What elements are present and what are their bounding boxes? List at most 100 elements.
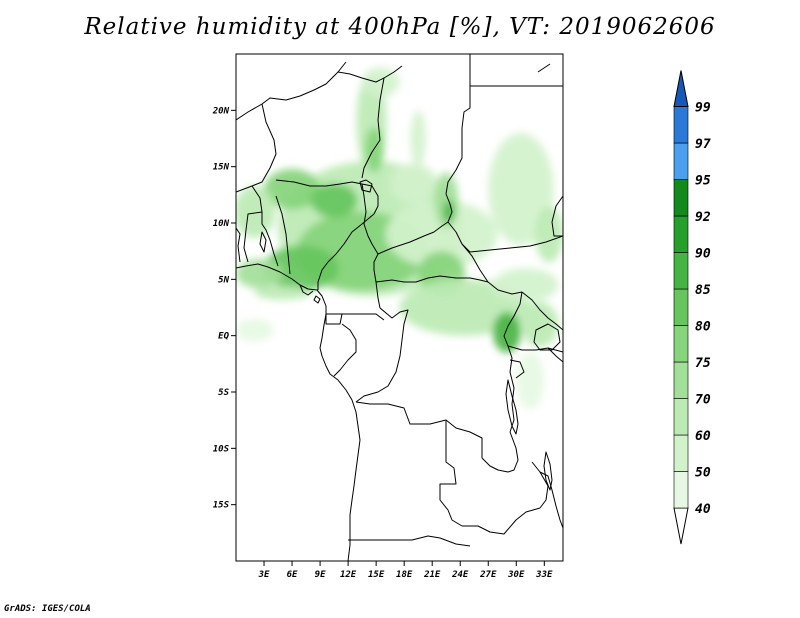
- humidity-blob: [520, 301, 559, 347]
- lake-tanganyika: [505, 379, 519, 435]
- lat-tick-label: 15S: [213, 501, 230, 511]
- lon-tick-label: 24E: [451, 570, 469, 580]
- red-sea-coast: [537, 63, 551, 73]
- country-borders: [236, 54, 563, 561]
- colorbar: 40 50 60 70 75 80 85 90 92 95 97 99: [673, 70, 711, 545]
- humidity-blob: [236, 259, 283, 289]
- border-cameroon-chad: [361, 183, 381, 309]
- colorbar-label: 85: [695, 283, 711, 298]
- coastline-niger-delta: [299, 284, 314, 296]
- lake-volta: [259, 231, 267, 253]
- border-libya-egypt: [445, 54, 471, 195]
- border-zambia-zimbabwe: [462, 507, 541, 535]
- lat-tick-label: 10S: [213, 444, 230, 454]
- colorbar-label: 92: [695, 210, 711, 225]
- lon-tick-label: 30E: [507, 570, 525, 580]
- humidity-blob: [492, 312, 521, 353]
- humidity-blob: [534, 206, 563, 263]
- border-gabon-congo: [333, 323, 357, 377]
- map-frame: [235, 53, 564, 562]
- humidity-blob: [264, 245, 339, 291]
- lon-tick-label: 6E: [287, 570, 298, 580]
- lon-tick-label: 33E: [535, 570, 553, 580]
- humidity-field: [236, 67, 563, 409]
- border-benin-nigeria: [275, 195, 291, 275]
- border-angola-zambia: [439, 420, 463, 527]
- humidity-blob: [390, 163, 437, 204]
- colorbar-label: 40: [695, 502, 711, 517]
- humidity-blob: [264, 168, 321, 210]
- lat-tick-label: 15N: [213, 163, 230, 173]
- colorbar-above-arrow: [673, 70, 689, 107]
- latitude-axis: 20N 15N 10N 5N EQ 5S 10S 15S: [212, 106, 236, 511]
- lon-tick-label: 15E: [368, 570, 385, 580]
- humidity-blob: [488, 132, 554, 246]
- humidity-blob: [236, 318, 274, 342]
- colorbar-segment: [673, 215, 689, 253]
- colorbar-segment: [673, 179, 689, 217]
- colorbar-segment: [673, 471, 689, 509]
- lon-tick-label: 21E: [423, 570, 441, 580]
- border-drc-zambia: [481, 431, 519, 473]
- lat-tick-label: 5N: [218, 275, 229, 285]
- lake-victoria: [533, 323, 561, 351]
- humidity-blob: [310, 183, 358, 218]
- border-drc-east: [503, 291, 523, 433]
- border-zambia-mozambique: [531, 461, 549, 509]
- border-niger-chad: [361, 77, 385, 179]
- humidity-blob: [516, 352, 545, 409]
- grads-credit: GrADS: IGES/COLA: [4, 604, 91, 614]
- border-cameroon-gabon: [326, 313, 385, 321]
- colorbar-segment: [673, 398, 689, 436]
- humidity-blob: [236, 185, 276, 238]
- border-eq-guinea: [325, 313, 343, 325]
- colorbar-label: 90: [695, 247, 711, 262]
- colorbar-segment: [673, 361, 689, 399]
- border-malawi: [539, 471, 563, 529]
- colorbar-segment: [673, 106, 689, 144]
- lon-tick-label: 3E: [258, 570, 270, 580]
- colorbar-segment: [673, 142, 689, 180]
- border-drc-angola: [355, 401, 483, 458]
- border-niger-nigeria: [275, 179, 379, 215]
- coastline-west-africa: [236, 263, 361, 561]
- lon-tick-label: 12E: [340, 570, 357, 580]
- border-mali-algeria: [236, 61, 347, 121]
- border-angola-namibia: [348, 535, 471, 547]
- colorbar-label: 99: [695, 101, 711, 116]
- border-sudan-south-sudan: [469, 235, 563, 253]
- border-rwanda-burundi: [509, 359, 525, 379]
- bioko-island: [313, 295, 321, 304]
- lon-tick-label: 27E: [479, 570, 497, 580]
- colorbar-label: 60: [695, 429, 711, 444]
- colorbar-label: 75: [695, 356, 711, 371]
- border-niger-libya: [337, 65, 403, 83]
- colorbar-below-arrow: [673, 507, 689, 545]
- lat-tick-label: 10N: [213, 219, 230, 229]
- lat-tick-label: 5S: [218, 388, 229, 398]
- humidity-blob: [410, 110, 426, 167]
- border-tanzania-kenya: [547, 347, 563, 363]
- colorbar-segment: [673, 252, 689, 290]
- humidity-blob: [254, 286, 311, 300]
- humidity-blob: [364, 127, 384, 173]
- colorbar-label: 70: [695, 393, 711, 408]
- colorbar-label: 95: [695, 174, 711, 189]
- lon-tick-label: 9E: [315, 570, 326, 580]
- colorbar-label: 50: [695, 466, 711, 481]
- longitude-axis: 3E 6E 9E 12E 15E 18E 21E 24E 27E 30E 33E: [258, 561, 553, 580]
- border-ghana-togo: [243, 211, 263, 263]
- lat-tick-label: 20N: [212, 106, 230, 116]
- border-sudan-ethiopia: [551, 195, 563, 237]
- colorbar-segment: [673, 434, 689, 472]
- border-congo-drc: [355, 307, 409, 403]
- colorbar-label: 80: [695, 320, 711, 335]
- lake-malawi: [543, 451, 553, 491]
- border-ivory-coast: [236, 227, 241, 263]
- colorbar-segment: [673, 325, 689, 363]
- lake-chad: [359, 179, 373, 193]
- humidity-blob: [492, 268, 559, 302]
- border-nigeria-cameroon: [317, 213, 375, 290]
- border-burkina: [251, 185, 279, 267]
